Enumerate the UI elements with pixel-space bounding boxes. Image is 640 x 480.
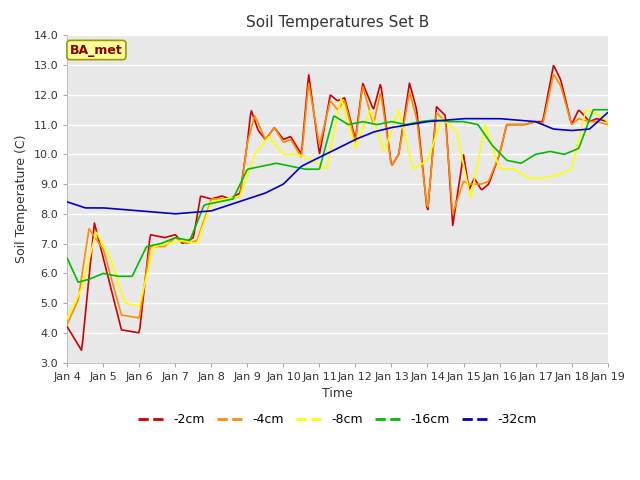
Y-axis label: Soil Temperature (C): Soil Temperature (C) bbox=[15, 135, 28, 263]
Legend: -2cm, -4cm, -8cm, -16cm, -32cm: -2cm, -4cm, -8cm, -16cm, -32cm bbox=[133, 408, 541, 431]
Title: Soil Temperatures Set B: Soil Temperatures Set B bbox=[246, 15, 429, 30]
X-axis label: Time: Time bbox=[322, 387, 353, 400]
Text: BA_met: BA_met bbox=[70, 44, 123, 57]
